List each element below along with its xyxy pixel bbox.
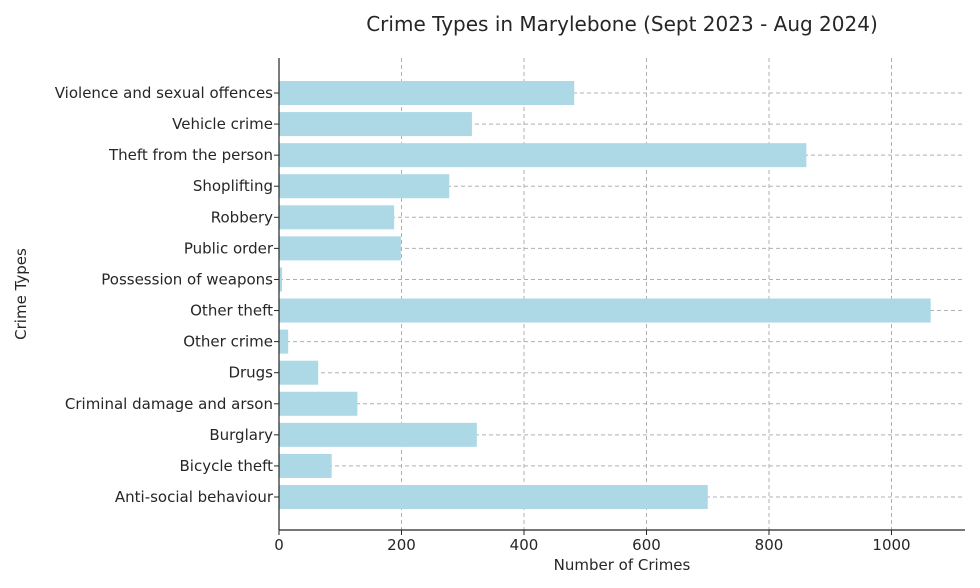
y-tick-label: Violence and sexual offences bbox=[55, 84, 273, 102]
y-tick-label: Other crime bbox=[183, 333, 273, 351]
x-tick-label: 600 bbox=[632, 536, 661, 554]
y-tick-label: Bicycle theft bbox=[179, 457, 273, 475]
y-tick-label: Shoplifting bbox=[193, 177, 273, 195]
bar bbox=[279, 485, 708, 509]
axes bbox=[274, 58, 965, 535]
y-tick-label: Burglary bbox=[209, 426, 273, 444]
y-tick-label: Robbery bbox=[211, 208, 273, 226]
y-tick-label: Possession of weapons bbox=[101, 270, 273, 288]
bar bbox=[279, 391, 358, 416]
y-tick-label: Theft from the person bbox=[108, 146, 273, 164]
bar bbox=[279, 453, 332, 478]
bar bbox=[279, 298, 931, 323]
y-tick-labels: Anti-social behaviour Bicycle theft Burgla… bbox=[55, 84, 274, 506]
bar bbox=[279, 112, 472, 137]
chart-title: Crime Types in Marylebone (Sept 2023 - A… bbox=[366, 12, 878, 36]
y-tick-label: Criminal damage and arson bbox=[65, 395, 273, 413]
x-tick-labels: 0 200 400 600 800 1000 bbox=[274, 536, 910, 554]
bar bbox=[279, 205, 395, 230]
bar bbox=[279, 329, 289, 354]
y-tick-label: Drugs bbox=[228, 364, 273, 382]
bar bbox=[279, 360, 319, 385]
y-axis-label: Crime Types bbox=[12, 248, 30, 340]
x-tick-label: 1000 bbox=[872, 536, 910, 554]
x-axis-label: Number of Crimes bbox=[554, 556, 691, 574]
bar bbox=[279, 143, 807, 168]
bar bbox=[279, 174, 450, 199]
y-tick-label: Other theft bbox=[190, 302, 273, 320]
x-tick-label: 800 bbox=[755, 536, 784, 554]
bar bbox=[279, 267, 283, 292]
x-tick-label: 0 bbox=[274, 536, 284, 554]
x-tick-label: 400 bbox=[510, 536, 539, 554]
y-tick-label: Public order bbox=[184, 239, 274, 257]
bar bbox=[279, 422, 477, 447]
bar bbox=[279, 236, 401, 261]
x-tick-label: 200 bbox=[387, 536, 416, 554]
y-tick-label: Vehicle crime bbox=[172, 115, 273, 133]
y-tick-label: Anti-social behaviour bbox=[115, 488, 274, 506]
bars bbox=[279, 81, 931, 509]
bar bbox=[279, 81, 575, 105]
